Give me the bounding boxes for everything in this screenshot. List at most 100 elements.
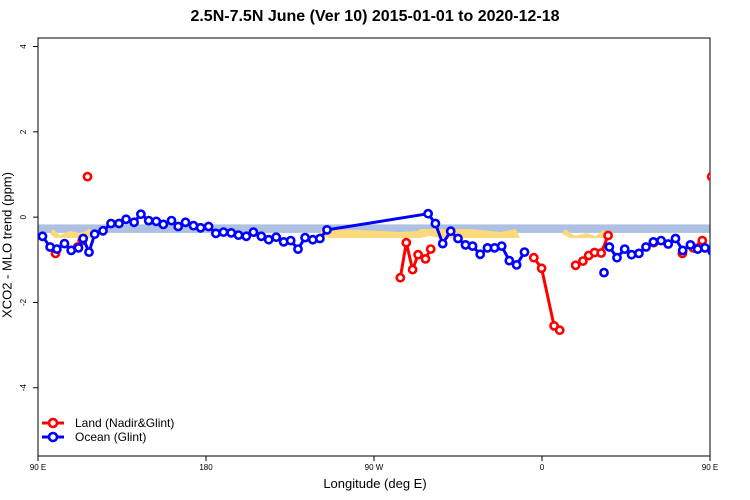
data-point (445, 226, 456, 237)
data-point (692, 244, 703, 254)
data-point (203, 221, 214, 232)
y-tick-label: 0 (19, 214, 28, 219)
data-point (114, 218, 124, 229)
data-point (700, 242, 710, 253)
data-point (106, 218, 116, 229)
y-tick-label: -4 (19, 384, 28, 392)
land-patch-asia-repeat (562, 229, 615, 238)
data-point (731, 219, 738, 226)
data-point (504, 255, 515, 266)
data-point (300, 232, 310, 243)
series-ocean (38, 208, 750, 278)
data-point (430, 218, 441, 229)
data-point (293, 244, 303, 254)
land-patch-americas (318, 229, 516, 238)
land-patch-africa (516, 229, 520, 238)
data-point (420, 253, 431, 264)
data-point (413, 249, 423, 260)
data-point (322, 224, 332, 235)
data-point (626, 249, 637, 260)
data-point (724, 228, 731, 235)
x-tick-label: 90 E (702, 463, 718, 472)
data-point (423, 208, 433, 219)
band-layer (38, 224, 710, 238)
x-tick-label: 90 W (365, 463, 384, 472)
data-point (707, 246, 710, 256)
data-point (612, 252, 622, 263)
data-point (437, 238, 448, 249)
data-point (739, 220, 746, 227)
y-tick-label: -2 (19, 298, 28, 306)
data-point (143, 215, 154, 226)
y-axis: -4 -2 0 2 4 (19, 44, 38, 392)
data-point (121, 214, 131, 225)
data-point (475, 249, 486, 260)
data-point (706, 172, 710, 182)
data-point (98, 225, 108, 236)
chart-title: 2.5N-7.5N June (Ver 10) 2015-01-01 to 20… (190, 8, 560, 25)
data-point (241, 231, 252, 242)
data-point (210, 228, 221, 239)
data-point (578, 256, 588, 266)
data-point (59, 238, 70, 249)
data-point (511, 259, 522, 270)
data-point (180, 217, 191, 228)
legend-swatch-marker (47, 417, 59, 429)
x-axis-label: Longitude (deg E) (323, 476, 427, 491)
data-point (271, 232, 282, 243)
data-point (554, 325, 565, 336)
legend-swatch-marker (47, 431, 59, 443)
data-point (425, 244, 436, 254)
data-point (395, 272, 406, 283)
data-point (453, 233, 463, 244)
series-layer (38, 171, 750, 336)
data-point (233, 230, 244, 240)
data-point (407, 264, 418, 275)
data-point (604, 242, 615, 252)
data-point (619, 244, 630, 254)
data-point (314, 233, 325, 244)
legend: Land (Nadir&Glint)Ocean (Glint) (42, 416, 174, 444)
data-point (285, 235, 296, 246)
data-point (173, 221, 184, 232)
data-point (52, 244, 62, 254)
data-point (263, 234, 274, 245)
data-point (248, 227, 259, 237)
data-point (401, 237, 412, 248)
data-point (570, 260, 581, 271)
data-point (596, 248, 607, 258)
data-point (84, 247, 94, 257)
y-tick-label: 2 (19, 129, 28, 134)
data-point (496, 241, 507, 251)
data-point (603, 230, 613, 241)
data-point (663, 239, 674, 249)
y-axis-label: XCO2 - MLO trend (ppm) (0, 172, 15, 318)
data-point (716, 231, 723, 238)
data-point (129, 217, 139, 228)
data-point (78, 233, 89, 244)
x-axis: 90 E 180 90 W 0 90 E (30, 456, 718, 472)
data-point (82, 171, 93, 182)
data-point (536, 263, 547, 274)
legend-label: Ocean (Glint) (75, 430, 146, 444)
data-point (599, 267, 609, 278)
data-point (519, 247, 530, 257)
data-point (641, 242, 651, 252)
data-point (135, 209, 146, 220)
ocean-band (38, 224, 710, 233)
x-tick-label: 180 (199, 463, 213, 472)
data-point (195, 222, 206, 233)
data-point (73, 242, 84, 253)
data-point (256, 231, 267, 242)
data-point (38, 231, 48, 242)
data-point (746, 217, 750, 224)
legend-label: Land (Nadir&Glint) (75, 416, 174, 430)
x-tick-label: 0 (540, 463, 545, 472)
data-point (158, 219, 169, 230)
data-point (528, 252, 539, 263)
data-point (467, 241, 478, 251)
data-point (166, 215, 177, 226)
data-point (685, 239, 696, 250)
data-point (634, 248, 644, 259)
